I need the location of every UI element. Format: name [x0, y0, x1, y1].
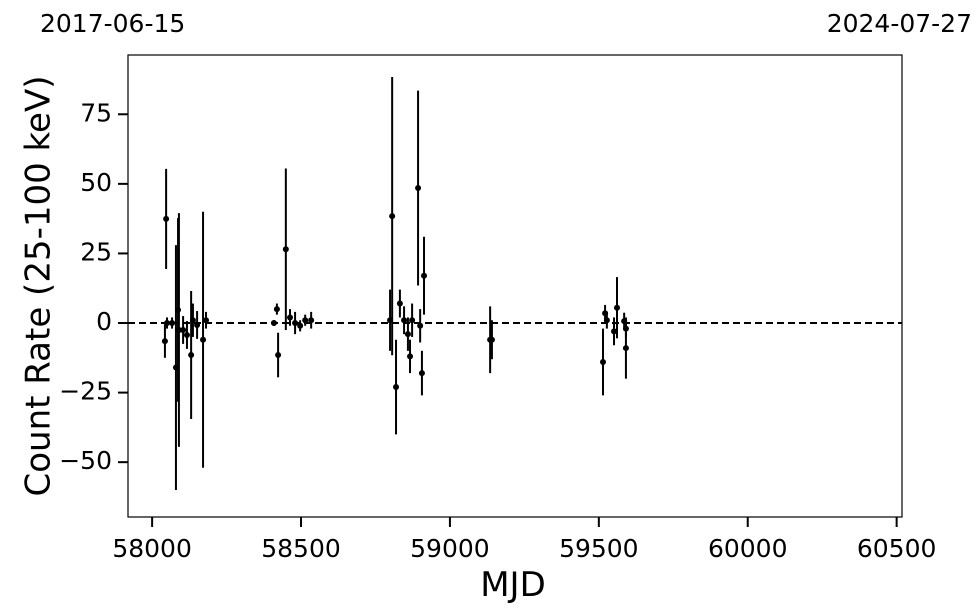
data-point [488, 336, 495, 343]
y-tick-label: 50 [80, 168, 112, 197]
data-point [417, 322, 424, 329]
data-point [389, 213, 396, 220]
data-point [603, 317, 610, 324]
x-tick-label: 60500 [857, 534, 937, 563]
plot-frame [127, 54, 903, 518]
data-point [282, 246, 289, 253]
data-point [275, 352, 282, 359]
data-point [273, 306, 280, 313]
x-tick-label: 58000 [112, 534, 192, 563]
data-point [622, 345, 629, 352]
data-point [401, 317, 408, 324]
data-point [292, 320, 299, 327]
y-tick-label: −25 [59, 377, 112, 406]
y-tick-label: 0 [96, 307, 112, 336]
data-point [194, 321, 201, 328]
data-point [163, 215, 170, 222]
data-point [188, 352, 195, 359]
y-tick-label: 75 [80, 98, 112, 127]
top-right-label: 2024-07-27 [827, 9, 972, 38]
data-point [161, 338, 168, 345]
data-point [407, 353, 414, 360]
data-point [297, 322, 304, 329]
data-point [308, 317, 315, 324]
top-left-label: 2017-06-15 [40, 9, 185, 38]
data-point [600, 358, 607, 365]
data-point [409, 317, 416, 324]
data-point [418, 370, 425, 377]
data-point [175, 326, 182, 333]
data-point [164, 320, 171, 327]
data-point [415, 185, 422, 192]
data-point [200, 336, 207, 343]
data-point [287, 314, 294, 321]
data-point [270, 320, 277, 327]
data-point [203, 317, 210, 324]
x-axis-label: MJD [480, 565, 546, 605]
data-point [404, 331, 411, 338]
y-tick-label: −50 [59, 446, 112, 475]
data-point [396, 300, 403, 307]
data-point [302, 317, 309, 324]
data-point [189, 317, 196, 324]
data-point [421, 272, 428, 279]
data-point [183, 331, 190, 338]
y-tick-label: 25 [80, 237, 112, 266]
x-tick-label: 59500 [559, 534, 639, 563]
data-point [613, 304, 620, 311]
data-point [180, 326, 187, 333]
x-tick-label: 59000 [410, 534, 490, 563]
data-point [611, 328, 618, 335]
x-tick-label: 60000 [708, 534, 788, 563]
data-point [169, 320, 176, 327]
data-point [393, 384, 400, 391]
x-tick-label: 58500 [261, 534, 341, 563]
y-axis-label: Count Rate (25-100 keV) [19, 76, 59, 497]
